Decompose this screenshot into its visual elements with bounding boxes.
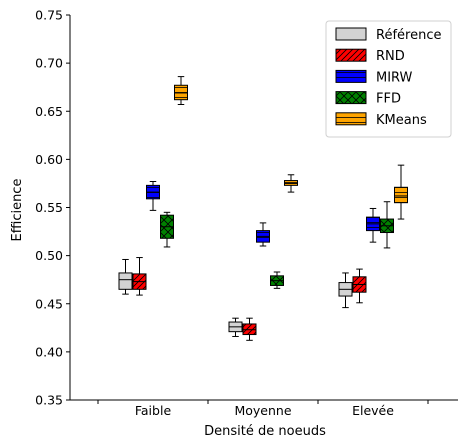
box-mirw [146,181,160,211]
legend-swatch-hatch [336,112,366,125]
box-outline [394,186,408,204]
y-tick-label: 0.60 [35,152,63,167]
box-fill [119,272,132,290]
legend: Référence RND MIRW FFD KMeans [325,20,452,138]
legend-swatch [336,28,366,40]
box-kmeans [394,164,408,220]
y-tick-label: 0.70 [35,56,63,71]
y-tick-label: 0.50 [35,248,63,263]
y-axis-label: Efficience [10,179,25,242]
x-tick-label: Moyenne [234,403,291,418]
box-rnd [242,317,257,341]
box-r-f-rence [228,317,243,337]
legend-label: Référence [376,28,441,43]
y-tick-label: 0.40 [35,344,63,359]
legend-label: RND [376,49,405,64]
legend-label: FFD [376,92,401,107]
box-mirw [256,222,270,247]
y-tick-label: 0.35 [35,393,63,408]
box-r-f-rence [338,272,353,309]
box-ffd [160,211,174,248]
x-tick-label: Faible [135,403,172,418]
legend-swatch-hatch [336,70,366,83]
legend-label: MIRW [376,70,413,85]
legend-swatch-outline [335,48,367,62]
legend-swatch-outline [335,91,367,105]
y-tick-label: 0.45 [35,296,63,311]
y-tick-label: 0.55 [35,200,63,215]
legend-swatch-outline [335,27,367,41]
box-ffd [380,201,394,249]
x-tick-label: Elevée [352,403,394,418]
legend-swatch-hatch [336,49,366,62]
y-tick-label: 0.75 [35,8,63,23]
box-rnd [352,268,367,304]
box-outline [118,272,133,290]
box-ffd [270,271,284,289]
box-hatch [394,187,408,203]
y-tick-label: 0.65 [35,104,63,119]
legend-swatch-hatch [336,91,366,104]
legend-label: KMeans [376,113,427,128]
legend-swatch-outline [335,69,367,83]
legend-swatch-outline [335,112,367,126]
box-kmeans [284,174,298,193]
x-axis-label: Densité de noeuds [204,424,326,439]
box-rnd [132,257,147,296]
box-mirw [366,207,380,243]
box-r-f-rence [118,258,133,295]
plot-area: 0.35 0.40 0.45 0.50 0.55 0.60 0.65 0.70 0.75 Faib… [35,8,458,418]
box-kmeans [174,76,188,106]
